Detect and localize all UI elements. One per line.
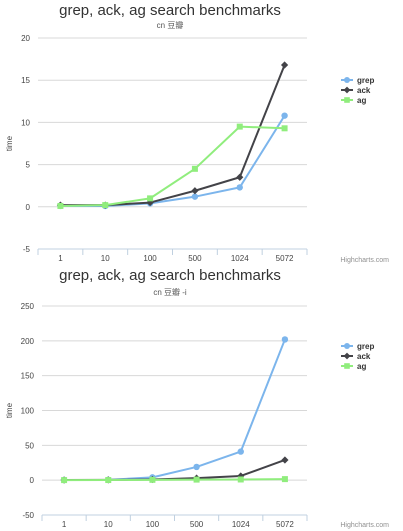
chart-subtitle: cn 豆瓣 bbox=[157, 20, 184, 30]
series-line-ack bbox=[64, 459, 286, 482]
y-tick-label: 5 bbox=[26, 161, 31, 170]
y-axis-title: time bbox=[5, 135, 14, 151]
y-tick-label: 150 bbox=[21, 372, 35, 381]
x-tick-label: 5072 bbox=[276, 254, 294, 263]
chart-b-svg: grep, ack, ag search benchmarks cn 豆瓣 -i -… bbox=[5, 267, 389, 529]
data-point-grep bbox=[237, 448, 244, 455]
x-tick-label: 100 bbox=[146, 520, 160, 529]
data-point-ag bbox=[149, 476, 156, 483]
x-tick-label: 10 bbox=[101, 254, 110, 263]
y-tick-label: -5 bbox=[23, 245, 31, 254]
x-tick-label: 1024 bbox=[231, 254, 249, 263]
y-tick-label: 15 bbox=[21, 76, 30, 85]
series-line-grep bbox=[60, 115, 286, 207]
y-tick-label: 0 bbox=[26, 203, 31, 212]
chart-title: grep, ack, ag search benchmarks bbox=[59, 267, 281, 284]
legend-label: grep bbox=[357, 76, 374, 85]
benchmark-chart-case-insensitive: grep, ack, ag search benchmarks cn 豆瓣 -i -… bbox=[0, 266, 403, 531]
data-point-grep bbox=[281, 336, 289, 343]
x-tick-label: 1 bbox=[62, 520, 67, 529]
data-point-grep bbox=[191, 193, 199, 200]
y-tick-label: 10 bbox=[21, 118, 30, 127]
data-point-ag bbox=[236, 123, 243, 130]
data-point-ack bbox=[280, 61, 289, 69]
legend-label: ack bbox=[357, 352, 371, 361]
legend-marker bbox=[344, 77, 350, 83]
x-tick-label: 500 bbox=[190, 520, 204, 529]
legend-marker bbox=[344, 363, 350, 369]
legend-marker bbox=[343, 86, 351, 94]
y-tick-label: 200 bbox=[21, 337, 35, 346]
data-point-ack bbox=[281, 456, 289, 464]
legend-label: grep bbox=[357, 342, 374, 351]
y-tick-label: -50 bbox=[22, 511, 34, 520]
y-tick-label: 0 bbox=[30, 476, 35, 485]
data-point-ag bbox=[57, 202, 64, 209]
series-line-ag bbox=[64, 478, 285, 482]
x-tick-label: 500 bbox=[188, 254, 202, 263]
y-tick-label: 50 bbox=[25, 441, 34, 450]
x-tick-label: 100 bbox=[143, 254, 157, 263]
data-point-ag bbox=[61, 477, 68, 484]
y-tick-label: 100 bbox=[21, 407, 35, 416]
series-line-grep bbox=[64, 339, 286, 481]
data-point-grep bbox=[281, 112, 288, 119]
x-tick-label: 10 bbox=[104, 520, 113, 529]
legend-label: ag bbox=[357, 96, 366, 105]
data-point-ag bbox=[191, 165, 198, 172]
data-point-ag bbox=[237, 476, 244, 483]
data-point-ag bbox=[281, 125, 288, 132]
legend-marker bbox=[344, 97, 350, 103]
data-point-ag bbox=[102, 202, 109, 209]
series-line-ag bbox=[60, 125, 285, 207]
data-point-ag bbox=[193, 476, 200, 483]
legend-label: ag bbox=[357, 362, 366, 371]
credits-label: Highcharts.com bbox=[340, 522, 389, 529]
data-point-ack bbox=[236, 173, 244, 181]
legend-marker bbox=[344, 343, 350, 349]
x-tick-label: 5072 bbox=[276, 520, 294, 529]
legend-label: ack bbox=[357, 86, 371, 95]
y-tick-label: 250 bbox=[21, 302, 35, 311]
credits-label: Highcharts.com bbox=[340, 257, 389, 264]
data-point-ag bbox=[147, 195, 154, 202]
y-axis-title: time bbox=[5, 402, 14, 418]
x-tick-label: 1 bbox=[58, 254, 63, 263]
legend-marker bbox=[343, 352, 351, 360]
x-tick-label: 1024 bbox=[232, 520, 250, 529]
benchmark-chart-case-sensitive: grep, ack, ag search benchmarks cn 豆瓣 -5 0 5… bbox=[5, 2, 389, 264]
chart-title: grep, ack, ag search benchmarks bbox=[59, 2, 281, 19]
data-point-grep bbox=[193, 463, 200, 471]
y-tick-label: 20 bbox=[21, 34, 30, 43]
data-point-grep bbox=[236, 184, 243, 191]
data-point-ag bbox=[281, 476, 288, 483]
data-point-ack bbox=[191, 187, 199, 195]
data-point-ag bbox=[105, 477, 112, 484]
chart-subtitle: cn 豆瓣 -i bbox=[153, 287, 187, 297]
